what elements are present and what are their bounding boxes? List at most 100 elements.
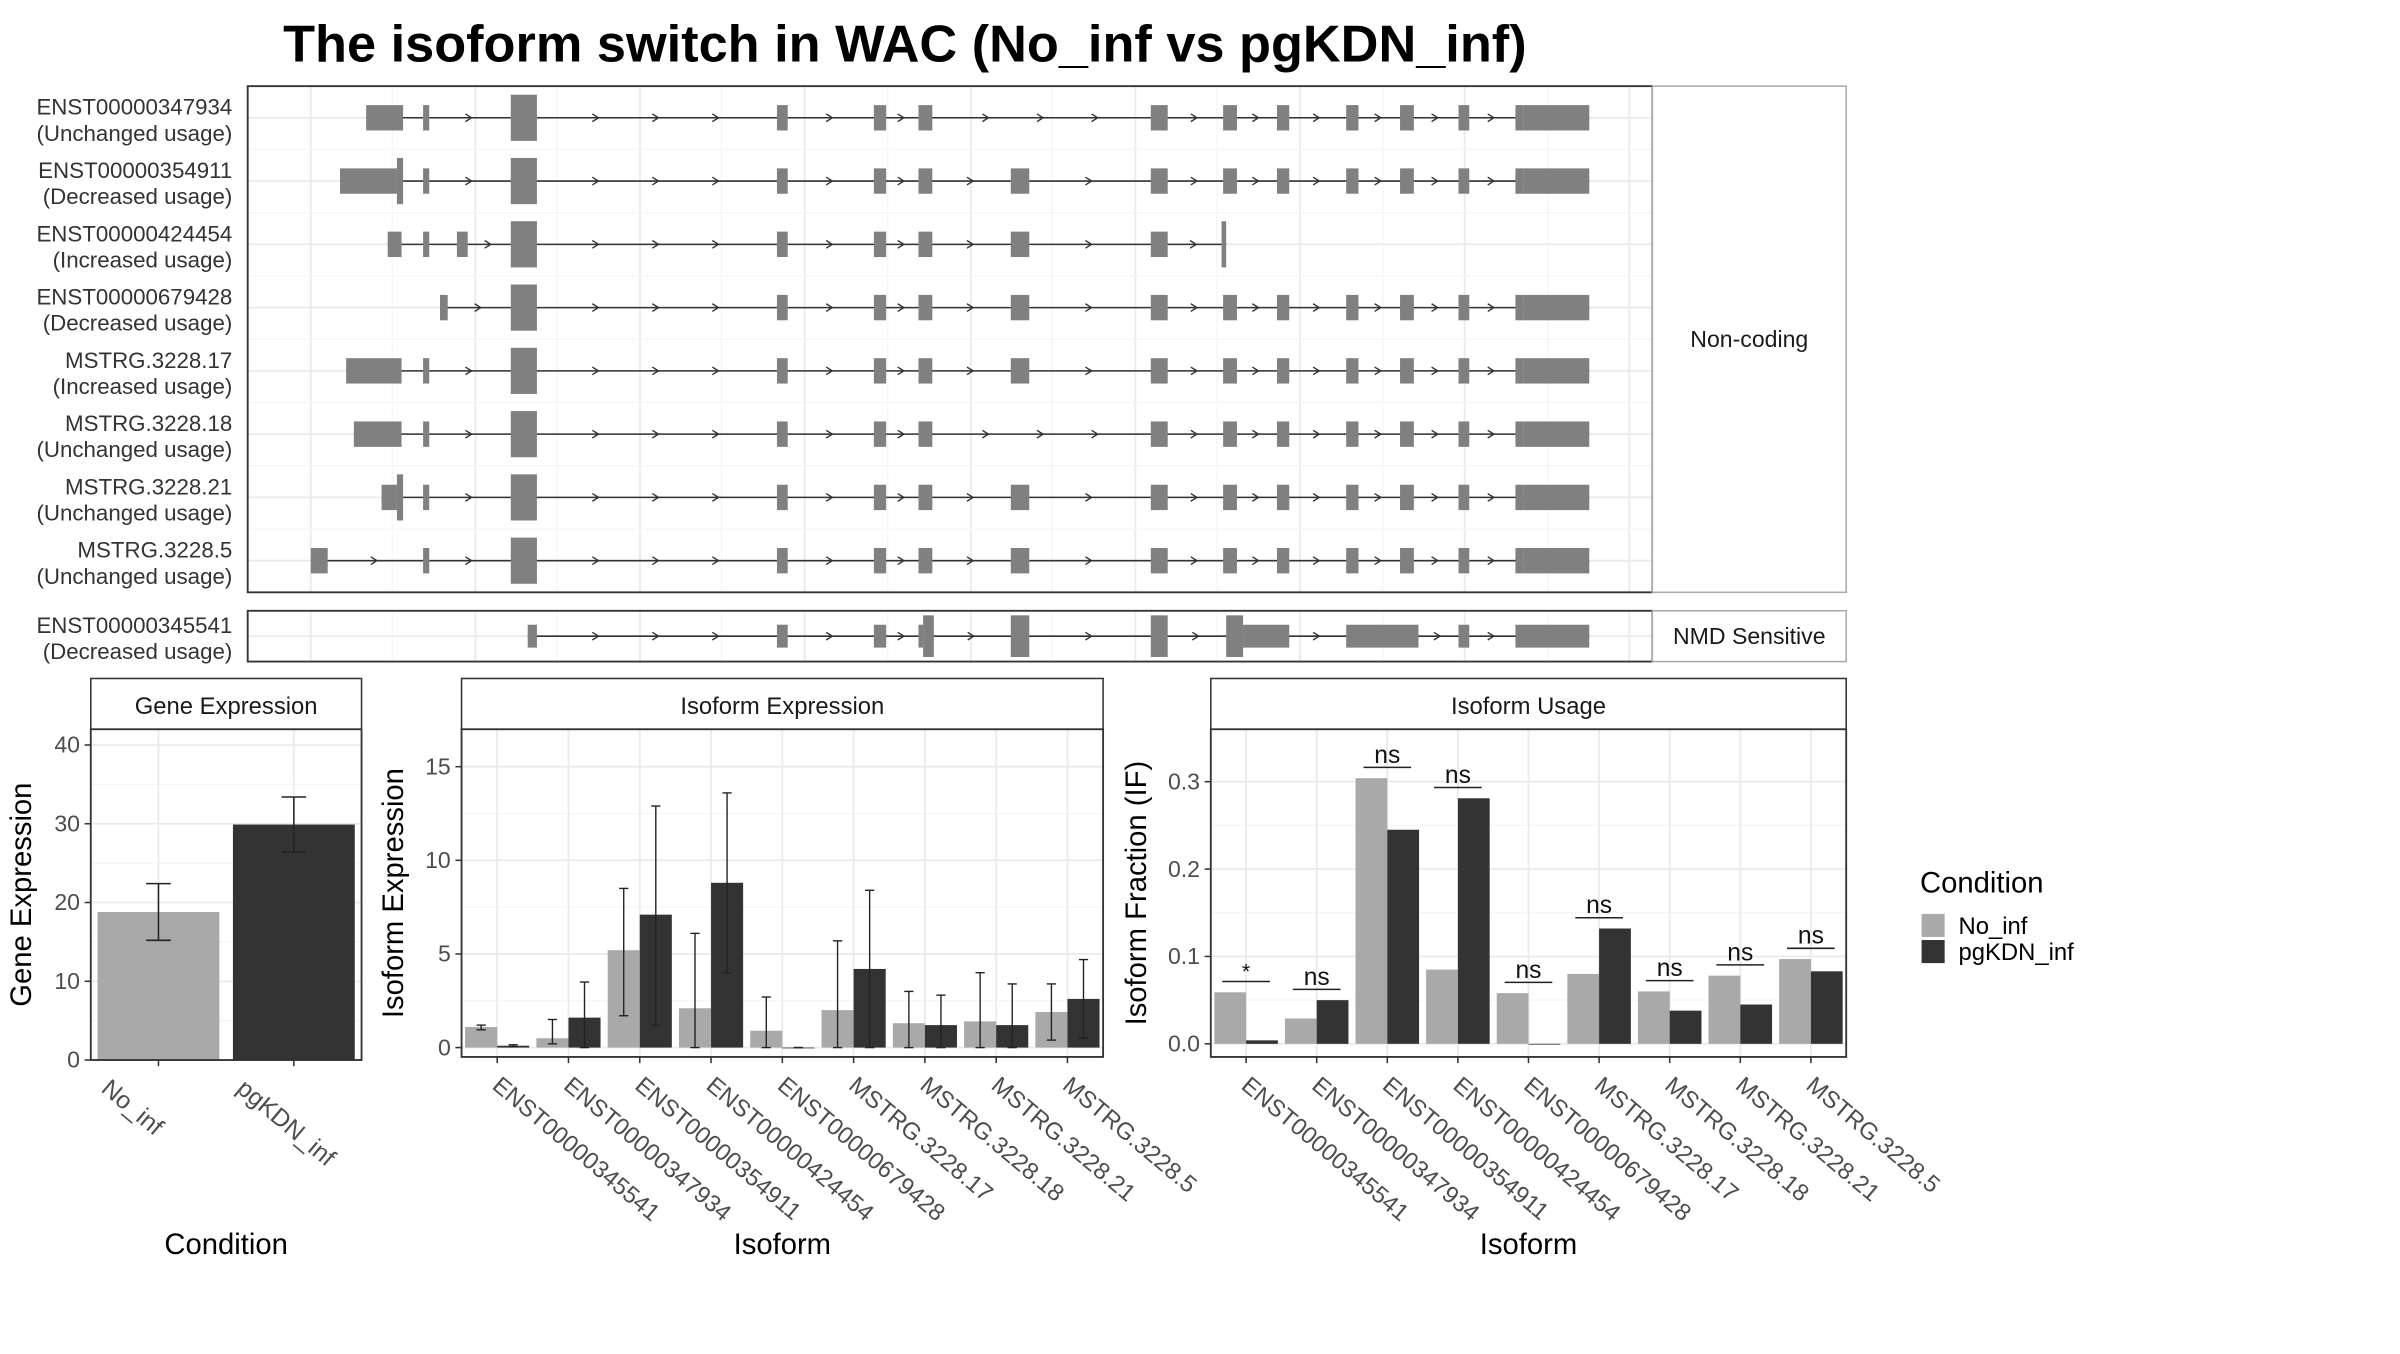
exon — [1150, 294, 1168, 321]
facet-strip — [1210, 677, 1847, 731]
significance-label: ns — [1727, 939, 1753, 966]
transcript-id-label: MSTRG.3228.21 — [65, 474, 232, 499]
strip-bg — [1651, 610, 1847, 663]
exon — [1150, 547, 1168, 574]
exon — [1458, 105, 1470, 131]
transcript-id-label: ENST00000347934 — [36, 95, 232, 120]
exon — [396, 474, 404, 521]
facet-strip — [90, 677, 363, 731]
intron-arrow — [825, 239, 834, 249]
exon — [1223, 105, 1237, 131]
exon — [1010, 358, 1030, 384]
exon — [1150, 231, 1168, 258]
intron-arrow — [1431, 492, 1440, 502]
exon — [1346, 484, 1359, 511]
exon — [776, 547, 788, 574]
intron-arrow — [1374, 492, 1383, 502]
intron-arrow — [1487, 429, 1496, 439]
intron-arrow — [651, 556, 660, 566]
exon — [873, 421, 887, 447]
transcript-id-label: MSTRG.3228.17 — [65, 348, 232, 373]
exon — [918, 231, 933, 258]
exon — [1523, 168, 1590, 194]
exon — [1458, 358, 1470, 384]
intron-arrow — [1431, 303, 1440, 313]
transcript-id-label: ENST00000345541 — [36, 613, 232, 638]
exon — [918, 294, 933, 321]
intron-arrow — [1190, 492, 1199, 502]
intron-arrow — [966, 239, 975, 249]
bar-pgKDN_inf — [1528, 1043, 1561, 1045]
exon — [776, 168, 788, 194]
intron-arrow — [1312, 113, 1321, 123]
intron-arrow — [711, 303, 720, 313]
exon — [918, 421, 933, 447]
facet-strip — [460, 677, 1104, 731]
x-axis-label: Isoform — [1480, 1229, 1577, 1261]
legend-label: pgKDN_inf — [1959, 939, 2075, 966]
exon — [423, 231, 430, 258]
exon — [1458, 484, 1470, 511]
intron-arrow — [1487, 303, 1496, 313]
exon — [1276, 294, 1290, 321]
intron-arrow — [1251, 429, 1260, 439]
intron-arrow — [1190, 366, 1199, 376]
intron-arrow — [1190, 303, 1199, 313]
intron-arrow — [1190, 556, 1199, 566]
intron-arrow — [1190, 113, 1199, 123]
intron-arrow — [897, 303, 906, 313]
exon — [918, 358, 933, 384]
exon — [923, 615, 934, 657]
exon — [776, 358, 788, 384]
exon — [527, 624, 537, 648]
exon — [776, 624, 788, 648]
significance-label: ns — [1374, 742, 1400, 769]
exon — [1223, 358, 1237, 384]
exon — [918, 105, 933, 131]
exon — [1010, 168, 1030, 194]
exon — [1523, 358, 1590, 384]
bar-No_inf — [1496, 993, 1529, 1044]
y-tick-label: 0.2 — [1168, 856, 1200, 882]
intron-arrow — [825, 176, 834, 186]
transcript-usage-label: (Unchanged usage) — [36, 121, 232, 146]
intron-arrow — [1085, 303, 1093, 313]
intron-arrow — [1312, 492, 1321, 502]
transcript-usage-label: (Increased usage) — [53, 374, 233, 399]
intron-arrow — [711, 239, 720, 249]
exon — [310, 547, 328, 574]
exon — [510, 347, 537, 394]
facet-title: Isoform Expression — [680, 693, 884, 720]
exon — [1346, 105, 1359, 131]
intron-arrow — [897, 556, 906, 566]
y-tick-label: 0.0 — [1168, 1031, 1200, 1057]
intron-arrow — [825, 366, 834, 376]
intron-arrow — [651, 366, 660, 376]
intron-arrow — [1190, 176, 1199, 186]
transcript-usage-label: (Decreased usage) — [43, 639, 233, 664]
exon — [873, 231, 887, 258]
bar-No_inf — [465, 1026, 498, 1048]
intron-arrow — [1251, 492, 1260, 502]
x-axis-label: Condition — [164, 1229, 287, 1261]
exon — [510, 284, 537, 331]
intron-arrow — [1085, 176, 1093, 186]
intron-arrow — [1085, 366, 1093, 376]
exon — [1221, 221, 1227, 268]
intron-arrow — [897, 429, 906, 439]
intron-arrow — [465, 556, 473, 566]
y-tick-label: 0 — [438, 1034, 451, 1060]
intron-arrow — [1251, 176, 1260, 186]
exon — [1523, 421, 1590, 447]
intron-arrow — [1189, 239, 1198, 249]
intron-arrow — [825, 492, 834, 502]
exon — [1346, 421, 1359, 447]
exon — [1346, 168, 1359, 194]
exon — [918, 484, 933, 511]
transcript-id-label: MSTRG.3228.5 — [77, 538, 232, 563]
intron-arrow — [897, 631, 906, 641]
significance-label: ns — [1798, 923, 1824, 950]
exon — [776, 231, 788, 258]
exon — [873, 294, 887, 321]
